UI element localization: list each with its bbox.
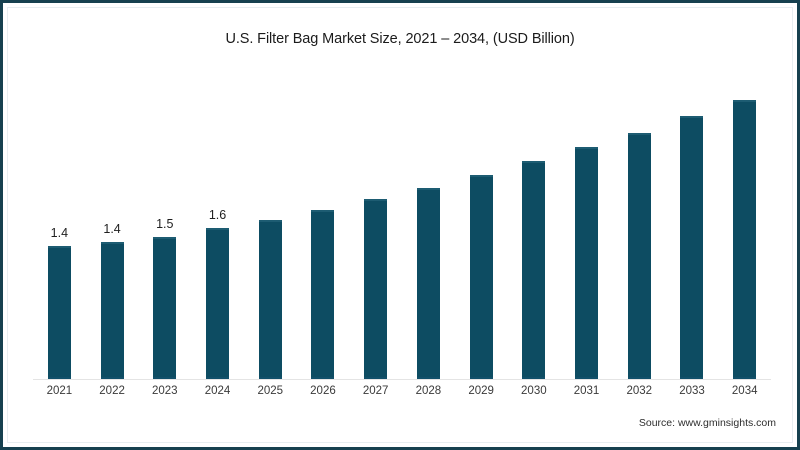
x-tick-2033: 2033 bbox=[679, 385, 705, 397]
bar-2030[interactable] bbox=[522, 161, 546, 379]
chart-title: U.S. Filter Bag Market Size, 2021 – 2034… bbox=[225, 31, 575, 47]
bar-2034[interactable] bbox=[733, 100, 757, 379]
bar-slot bbox=[613, 95, 666, 379]
x-tick-2030: 2030 bbox=[521, 385, 547, 397]
x-tick-2032: 2032 bbox=[626, 385, 653, 397]
bar-slot bbox=[402, 95, 455, 379]
x-axis-tick-labels: 2021 2022 2023 2024 2025 2026 2027 2028 2029 2030… bbox=[33, 385, 771, 397]
bar-slot: 1.4 bbox=[33, 95, 86, 379]
x-tick-2031: 2031 bbox=[573, 385, 600, 397]
bar-2028[interactable] bbox=[416, 188, 440, 379]
bar-value-label-2021: 1.4 bbox=[50, 226, 69, 240]
bar-2021[interactable] bbox=[47, 246, 71, 379]
x-tick-2034: 2034 bbox=[731, 385, 758, 397]
bar-value-label-2022: 1.4 bbox=[103, 222, 121, 236]
bar-2033[interactable] bbox=[680, 116, 704, 379]
x-axis-line bbox=[33, 379, 771, 380]
bar-slot bbox=[560, 95, 613, 379]
figure-border-left bbox=[0, 0, 3, 450]
bar-slot bbox=[666, 95, 719, 379]
bar-series: 1.4 1.4 1.5 1.6 bbox=[33, 95, 771, 379]
x-tick-2025: 2025 bbox=[257, 385, 284, 397]
bar-2023[interactable] bbox=[153, 237, 177, 379]
x-tick-2028: 2028 bbox=[415, 385, 442, 397]
x-tick-2026: 2026 bbox=[310, 385, 336, 397]
source-note: Source: www.gminsights.com bbox=[638, 417, 776, 429]
bar-slot bbox=[455, 95, 508, 379]
bar-slot bbox=[507, 95, 560, 379]
bar-2024[interactable] bbox=[206, 228, 230, 379]
bar-slot bbox=[297, 95, 350, 379]
bar-2022[interactable] bbox=[100, 242, 124, 379]
bar-2031[interactable] bbox=[575, 147, 599, 379]
figure-border-right bbox=[797, 0, 800, 450]
bar-value-label-2024: 1.6 bbox=[208, 208, 227, 222]
bar-slot bbox=[349, 95, 402, 379]
bar-2026[interactable] bbox=[311, 210, 335, 379]
bar-2025[interactable] bbox=[258, 220, 282, 379]
x-tick-2027: 2027 bbox=[362, 385, 389, 397]
x-tick-2029: 2029 bbox=[468, 385, 494, 397]
plot-area: 1.4 1.4 1.5 1.6 bbox=[33, 95, 771, 380]
bar-2027[interactable] bbox=[364, 199, 388, 379]
figure-border-bottom bbox=[0, 447, 800, 450]
x-tick-2022: 2022 bbox=[99, 385, 125, 397]
bar-slot: 1.4 bbox=[86, 95, 139, 379]
bar-slot bbox=[718, 95, 771, 379]
figure-border-top bbox=[0, 0, 800, 3]
bar-slot: 1.6 bbox=[191, 95, 244, 379]
x-tick-2024: 2024 bbox=[204, 385, 231, 397]
x-tick-2021: 2021 bbox=[46, 385, 73, 397]
bar-slot bbox=[244, 95, 297, 379]
bar-value-label-2023: 1.5 bbox=[156, 217, 174, 231]
x-tick-2023: 2023 bbox=[152, 385, 178, 397]
bar-2032[interactable] bbox=[627, 133, 651, 379]
bar-slot: 1.5 bbox=[138, 95, 191, 379]
bar-2029[interactable] bbox=[469, 175, 493, 379]
